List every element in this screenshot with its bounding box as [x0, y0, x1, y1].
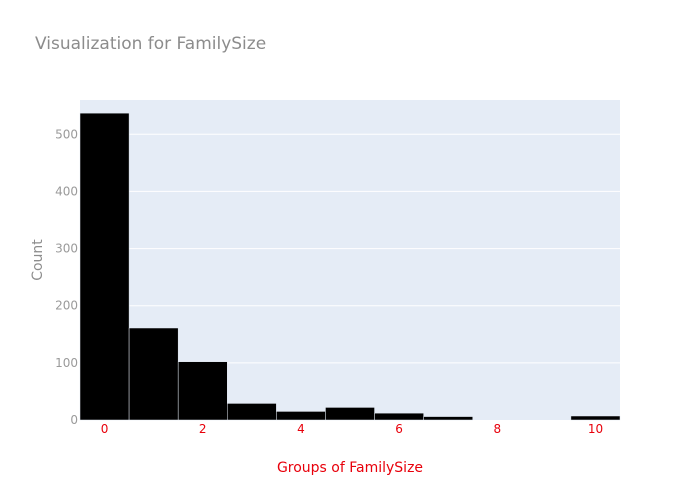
y-axis-label: Count — [30, 239, 46, 281]
y-tick-label: 100 — [55, 356, 78, 370]
x-tick-label: 8 — [493, 422, 501, 436]
x-tick-label: 4 — [297, 422, 305, 436]
y-tick-label: 200 — [55, 299, 78, 313]
x-tick-label: 0 — [101, 422, 109, 436]
histogram-bar — [325, 407, 375, 421]
histogram-bar — [374, 412, 424, 421]
gridlines — [80, 133, 620, 364]
y-tick-label: 500 — [55, 127, 78, 141]
histogram-bar — [128, 327, 179, 421]
x-axis-label: Groups of FamilySize — [277, 460, 423, 476]
histogram-bar — [423, 416, 473, 421]
bars — [79, 112, 621, 421]
y-tick-label: 0 — [70, 413, 78, 427]
y-axis-ticks: 0 100 200 300 400 500 — [55, 127, 78, 427]
histogram-bar — [177, 361, 228, 421]
histogram-bar — [570, 415, 621, 421]
chart-title: Visualization for FamilySize — [35, 34, 267, 54]
histogram-bar — [79, 112, 130, 421]
y-tick-label: 300 — [55, 242, 78, 256]
x-tick-label: 10 — [588, 422, 603, 436]
histogram-bar — [227, 403, 277, 421]
histogram-bar — [276, 411, 326, 421]
y-tick-label: 400 — [55, 184, 78, 198]
x-axis-ticks: 0 2 4 6 8 10 — [101, 422, 603, 436]
x-tick-label: 2 — [199, 422, 207, 436]
x-tick-label: 6 — [395, 422, 403, 436]
